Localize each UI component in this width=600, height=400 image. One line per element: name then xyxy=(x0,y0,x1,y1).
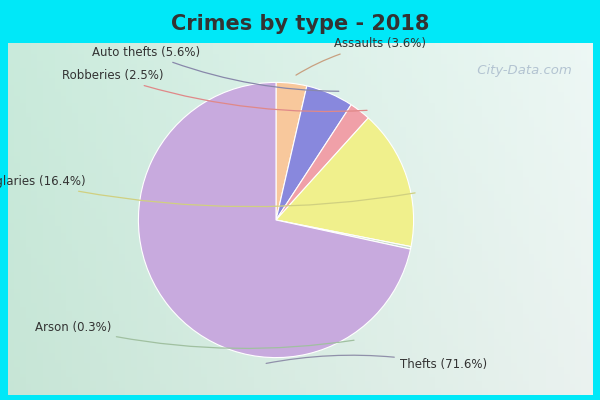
Wedge shape xyxy=(276,82,307,220)
Text: City-Data.com: City-Data.com xyxy=(473,64,571,78)
Wedge shape xyxy=(276,220,411,249)
Text: Robberies (2.5%): Robberies (2.5%) xyxy=(62,69,367,112)
Text: Assaults (3.6%): Assaults (3.6%) xyxy=(296,37,426,75)
Wedge shape xyxy=(139,82,410,358)
Text: Crimes by type - 2018: Crimes by type - 2018 xyxy=(171,14,429,34)
Wedge shape xyxy=(276,118,413,247)
Text: Auto thefts (5.6%): Auto thefts (5.6%) xyxy=(92,46,339,91)
Text: Burglaries (16.4%): Burglaries (16.4%) xyxy=(0,175,415,207)
Text: Thefts (71.6%): Thefts (71.6%) xyxy=(266,355,487,371)
Text: Arson (0.3%): Arson (0.3%) xyxy=(35,321,354,348)
Wedge shape xyxy=(276,86,351,220)
Wedge shape xyxy=(276,105,368,220)
